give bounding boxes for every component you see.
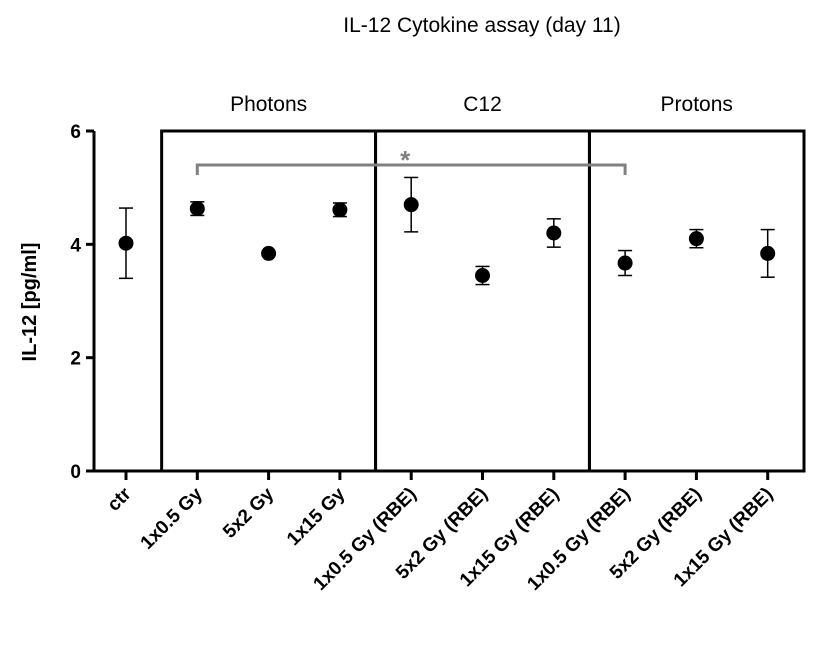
data-point — [403, 197, 419, 213]
chart-title: IL-12 Cytokine assay (day 11) — [343, 14, 620, 37]
group-box — [160, 129, 378, 473]
group-label: Photons — [230, 93, 307, 116]
y-tick-label: 0 — [70, 462, 81, 483]
data-point — [332, 202, 348, 218]
x-tick-label: 5x2 Gy — [219, 483, 278, 542]
x-tick-label: 1x15 Gy — [283, 483, 350, 550]
x-tick-label: ctr — [104, 483, 136, 515]
data-point — [617, 255, 633, 271]
data-point — [118, 235, 134, 251]
y-tick-label: 6 — [70, 122, 81, 143]
significance-bracket — [195, 163, 627, 175]
x-tick-label: 1x0.5 Gy — [137, 483, 207, 553]
data-point — [546, 225, 562, 241]
data-point — [688, 231, 704, 247]
group-label: Protons — [661, 93, 733, 116]
group-box — [587, 129, 806, 473]
y-tick-label: 4 — [70, 235, 81, 256]
data-point — [261, 245, 277, 261]
y-tick-label: 2 — [70, 349, 81, 370]
data-point — [760, 245, 776, 261]
plot-area: 0 2 4 6 Photons C12 Protons * ctr 1x0.5 Gy 5x2 Gy 1… — [70, 93, 806, 595]
y-axis-label: IL-12 [pg/ml] — [19, 243, 41, 362]
group-box — [374, 129, 591, 473]
data-point — [189, 201, 205, 217]
group-label: C12 — [463, 93, 502, 116]
significance-label: * — [400, 145, 411, 175]
data-point — [475, 268, 490, 283]
